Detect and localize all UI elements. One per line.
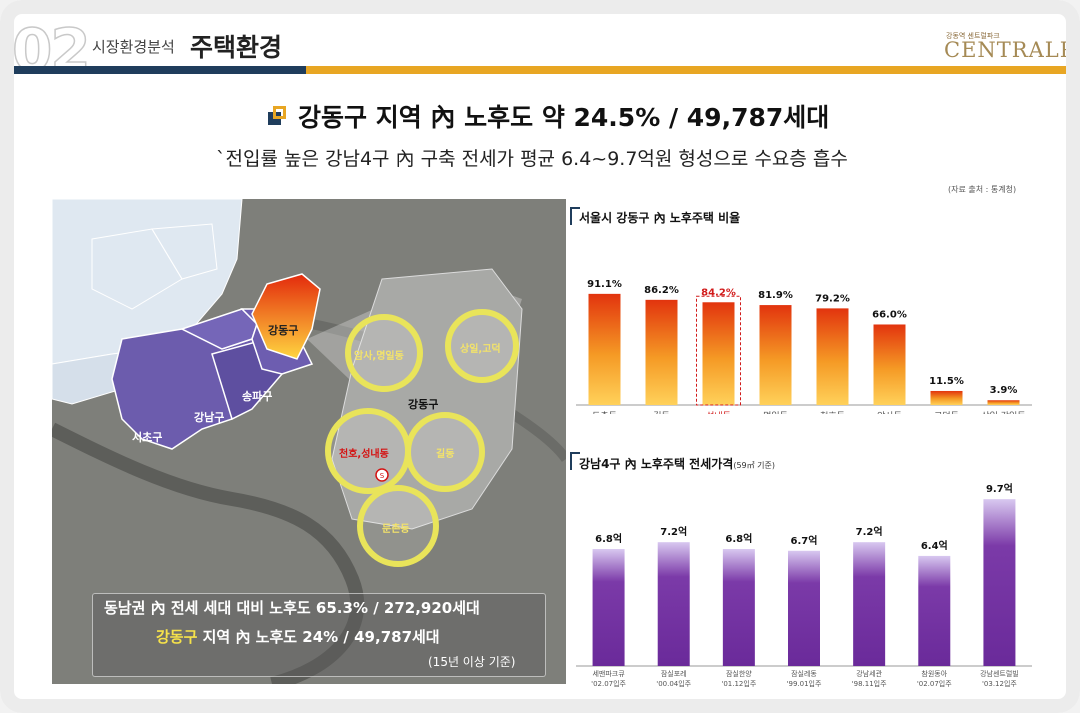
tick-label: 암사동 [877,410,902,414]
chart2-title: 강남4구 內 노후주택 전세가격(59㎡ 기준) [579,455,775,472]
tick-label: 길동 [653,411,670,414]
tick-label: 잠실한양 [726,669,752,678]
logo: CENTRALPARK [944,38,1066,62]
data-label: 6.8억 [725,533,752,545]
tick-label: '00.04입주 [656,680,691,688]
data-label: 6.8억 [595,533,622,545]
bar [918,555,951,666]
info-highlight: 강동구 [156,628,198,646]
data-label: 6.4억 [921,540,948,552]
bar [873,324,906,405]
data-label: 81.9% [758,290,793,301]
info-line-2-rest: 지역 內 노후도 24% / 49,787세대 [197,628,440,646]
logo-small-text: 강동역 센트럴파크 [946,32,1000,40]
circle-label-amsa: 암사,명일동 [354,351,404,362]
station-marker: S [380,472,385,480]
chart1-svg: 91.1% 둔촌동 86.2% 길동 84.2% 성내동 81.9% 명일동 79.2% 천호동 6… [576,279,1032,414]
header-bar-blue [14,66,306,74]
chart2-title-note: (59㎡ 기준) [733,461,776,470]
tick-label: 성내동 [706,411,731,414]
map-label-seocho: 서초구 [132,431,163,444]
satellite-map: S 강동구 송파구 강남구 서초구 암사,명일동 상일,고덕 천호,성내동 길동… [52,199,566,684]
data-label: 6.7억 [791,535,818,547]
tick-label: 명일동 [763,411,788,414]
data-label: 3.9% [990,385,1018,396]
bar [722,549,755,666]
tick-label: '99.01입주 [787,680,822,688]
chart2-title-text: 강남4구 內 노후주택 전세가격 [579,457,734,471]
subheadline: `전입률 높은 강남4구 內 구축 전세가 평균 6.4~9.7억원 형성으로 … [216,148,848,170]
map-center-label: 강동구 [408,398,439,411]
bar [645,299,678,405]
bar [592,549,625,666]
info-line-2: 강동구 지역 內 노후도 24% / 49,787세대 [156,626,440,647]
data-label: 84.2% [701,287,736,298]
chart2-title-bracket [570,452,580,470]
circle-label-dunchon: 둔촌동 [382,524,410,535]
tick-label: '03.12입주 [982,680,1017,688]
map-label-gangdong: 강동구 [268,324,299,337]
bar [759,305,792,405]
data-label: 86.2% [644,285,679,296]
chart1-title-bracket [570,207,580,225]
tick-label: 잠실포레 [661,669,687,678]
section-subtitle: 시장환경분석 [92,38,175,56]
bar [657,542,690,666]
bar [853,542,886,666]
tick-label: '02.07입주 [917,680,952,688]
data-label: 7.2억 [856,526,883,538]
map-label-songpa: 송파구 [242,390,273,403]
tick-label: 강남세관 [856,669,882,678]
info-box [92,593,546,677]
info-line-3: (15년 이상 기준) [428,655,516,669]
bar [702,302,735,405]
map-graphic: S [52,199,566,684]
tick-label: 천호동 [820,411,845,414]
tick-label: '98.11입주 [852,680,887,688]
data-label: 91.1% [587,279,622,290]
tick-label: 고덕동 [934,411,959,414]
tick-label: 세맨파크큐 [592,669,625,678]
circle-label-cheonho: 천호,성내동 [339,449,389,460]
header-bar-gold [306,66,1066,74]
data-label: 9.7억 [986,483,1013,495]
map-label-gangnam: 강남구 [194,411,225,424]
tick-label: '01.12입주 [721,680,756,688]
tick-label: '02.07입주 [591,680,626,688]
headline: 강동구 지역 內 노후도 약 24.5% / 49,787세대 [298,103,830,132]
info-line-1: 동남권 內 전세 세대 대비 노후도 65.3% / 272,920세대 [104,599,480,617]
circle-label-sangil: 상일,고덕 [460,344,501,355]
bar [816,308,849,405]
bar [588,293,621,405]
data-label: 79.2% [815,293,850,304]
tick-label: 잠실레동 [791,669,817,678]
tick-label: 강남센트럴빌 [980,669,1019,678]
bar [983,499,1016,666]
data-source: (자료 출처 : 통계청) [948,185,1017,194]
bar [930,390,963,405]
slide-inner: 02 시장환경분석 주택환경 강동역 센트럴파크 CENTRALPARK 강동구… [14,14,1066,699]
headline-bullet-icon [268,106,288,126]
highlight-box [696,295,741,406]
bar [987,400,1020,405]
data-label: 11.5% [929,376,964,387]
data-label: 66.0% [872,309,907,320]
chart1-title: 서울시 강동구 內 노후주택 비율 [579,211,741,225]
data-label: 7.2억 [660,526,687,538]
tick-label: 둔촌동 [592,411,617,414]
tick-label: 참원동아 [921,669,947,678]
tick-label: 상일·강일동 [981,411,1025,414]
section-title: 주택환경 [190,33,283,62]
circle-label-gil: 길동 [436,449,455,460]
bar [788,550,820,666]
